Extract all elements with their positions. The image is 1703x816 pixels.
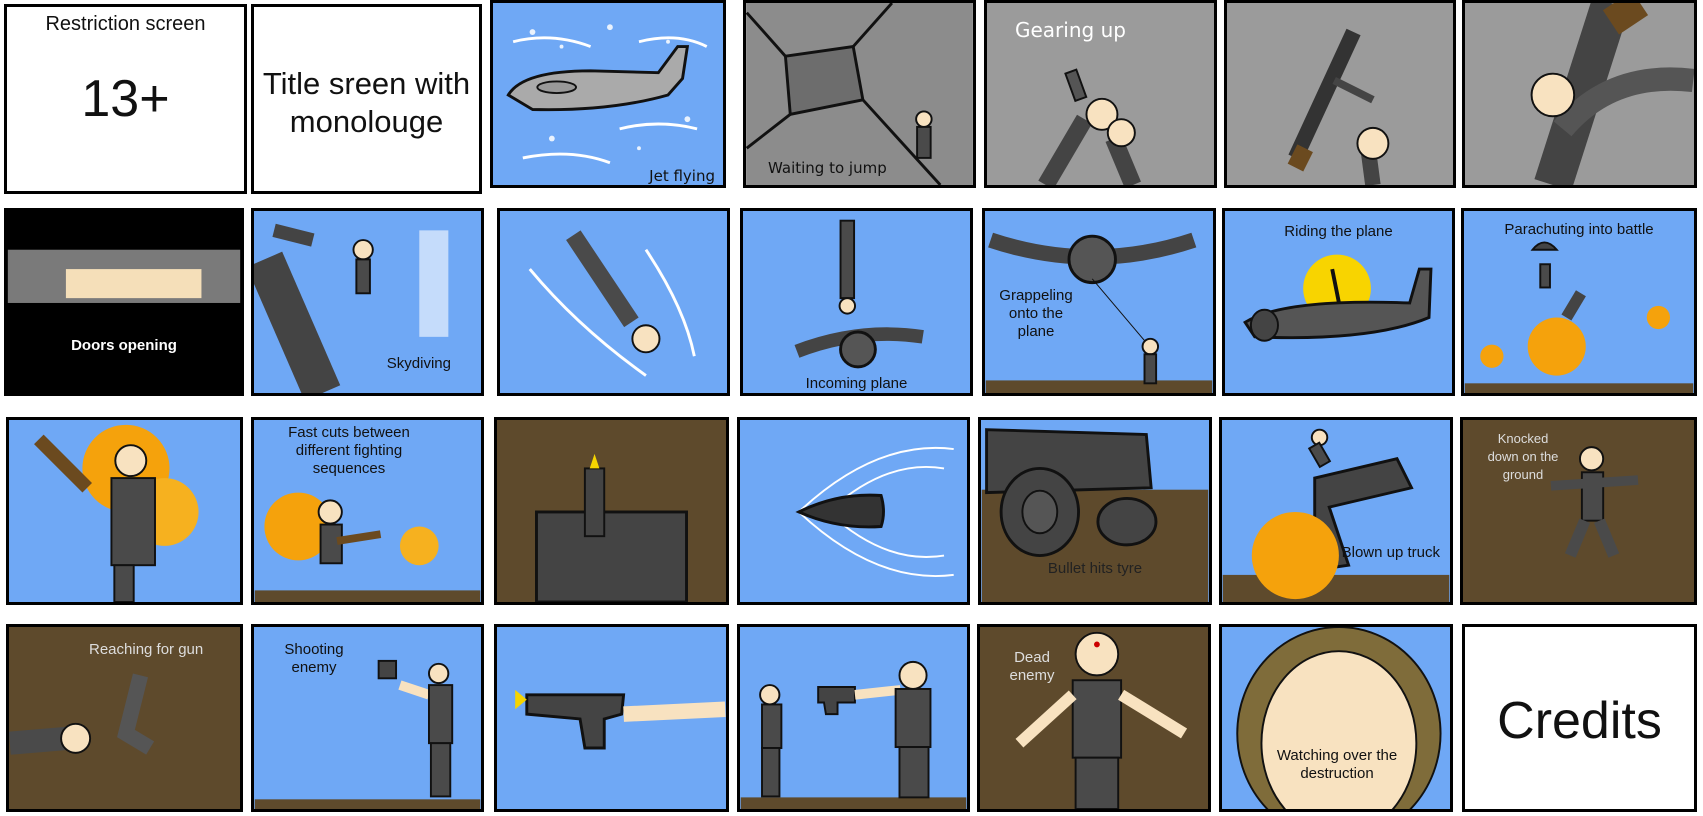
parachuting-illustration	[1464, 241, 1694, 393]
panel-restriction-screen: Restriction screen 13+	[4, 4, 247, 194]
incoming-plane-illustration	[794, 219, 924, 369]
panel-blown-up-truck: Blown up truck	[1219, 417, 1453, 605]
panel-rifle-firing	[6, 417, 243, 605]
caption-parachuting: Parachuting into battle	[1504, 221, 1654, 238]
panel-incoming-plane: Incoming plane	[740, 208, 973, 396]
pistol-illustration	[515, 689, 726, 750]
panel-gearing-up: Gearing up	[984, 0, 1217, 188]
panel-pistol-closeup	[494, 624, 729, 812]
dead-enemy-illustration	[1015, 631, 1188, 809]
panel-jet-flying: Jet flying	[490, 0, 726, 188]
holding-rifle-illustration	[1530, 3, 1694, 185]
bullet-illustration	[795, 446, 954, 577]
panel-grappeling: Grappeling onto the plane	[982, 208, 1216, 396]
caption-jet-flying: Jet flying	[649, 167, 715, 185]
caption-dead-enemy: Dead enemy	[1009, 649, 1055, 684]
caption-bullet-hits-tyre: Bullet hits tyre	[1047, 560, 1143, 577]
restriction-title: Restriction screen	[45, 13, 206, 35]
title-screen-text: Title sreen with monolouge	[262, 66, 471, 139]
caption-incoming-plane: Incoming plane	[805, 375, 908, 392]
riding-the-plane-illustration	[1243, 254, 1433, 342]
execution-illustration	[740, 660, 967, 809]
grappeling-illustration	[985, 232, 1213, 393]
panel-bullet-hits-tyre: Bullet hits tyre	[978, 417, 1212, 605]
panel-rifle-grip	[494, 417, 729, 605]
falling-illustration	[528, 230, 696, 377]
panel-credits: Credits	[1462, 624, 1697, 812]
caption-watching-over: Watching over the destruction	[1276, 747, 1398, 782]
restriction-rating: 13+	[81, 70, 170, 128]
blown-up-truck-illustration	[1222, 428, 1450, 602]
caption-fast-cuts: Fast cuts between different fighting seq…	[288, 424, 410, 477]
caption-reaching-for-gun: Reaching for gun	[89, 641, 204, 658]
shooting-enemy-illustration	[254, 659, 481, 809]
panel-dead-enemy: Dead enemy	[977, 624, 1211, 812]
credits-text: Credits	[1497, 692, 1662, 750]
knocked-down-illustration	[1550, 446, 1639, 558]
panel-reaching-for-gun: Reaching for gun	[6, 624, 243, 812]
panel-parachuting: Parachuting into battle	[1461, 208, 1697, 396]
caption-doors-opening: Doors opening	[71, 337, 177, 354]
panel-riding-the-plane: Riding the plane	[1222, 208, 1455, 396]
panel-rifle-closeup	[1224, 0, 1456, 188]
panel-falling	[497, 208, 730, 396]
panel-title-screen: Title sreen with monolouge	[251, 4, 482, 194]
tyre-illustration	[981, 428, 1209, 602]
panel-execution	[737, 624, 970, 812]
panel-knocked-down: Knocked down on the ground	[1460, 417, 1697, 605]
plane-interior-illustration	[746, 3, 973, 185]
caption-grappeling: Grappeling onto the plane	[999, 287, 1073, 340]
doors-opening-illustration	[7, 249, 241, 303]
reaching-for-gun-illustration	[9, 673, 155, 755]
caption-knocked-down: Knocked down on the ground	[1487, 431, 1559, 482]
fighting-illustration	[254, 492, 481, 602]
rifle-illustration	[1287, 28, 1390, 185]
panel-skydiving: Skydiving	[251, 208, 484, 396]
panel-doors-opening: Doors opening	[4, 208, 244, 396]
caption-gearing-up: Gearing up	[1015, 18, 1126, 42]
caption-shooting-enemy: Shooting enemy	[284, 641, 344, 676]
panel-shooting-enemy: Shooting enemy	[251, 624, 484, 812]
caption-riding-the-plane: Riding the plane	[1284, 223, 1393, 240]
caption-waiting-to-jump: Waiting to jump	[768, 159, 887, 177]
panel-watching-over: Watching over the destruction	[1219, 624, 1453, 812]
jet-illustration	[506, 24, 708, 165]
panel-bullet-flying	[737, 417, 970, 605]
panel-holding-rifle	[1462, 0, 1697, 188]
panel-waiting-to-jump: Waiting to jump	[743, 0, 976, 188]
skydiving-illustration	[254, 223, 449, 393]
caption-skydiving: Skydiving	[386, 355, 451, 372]
panel-fast-cuts: Fast cuts between different fighting seq…	[251, 417, 484, 605]
rifle-firing-illustration	[34, 424, 199, 602]
caption-blown-up-truck: Blown up truck	[1341, 544, 1440, 561]
gearing-up-illustration	[1038, 68, 1141, 185]
watching-over-illustration	[1236, 627, 1442, 809]
rifle-grip-illustration	[535, 453, 688, 602]
